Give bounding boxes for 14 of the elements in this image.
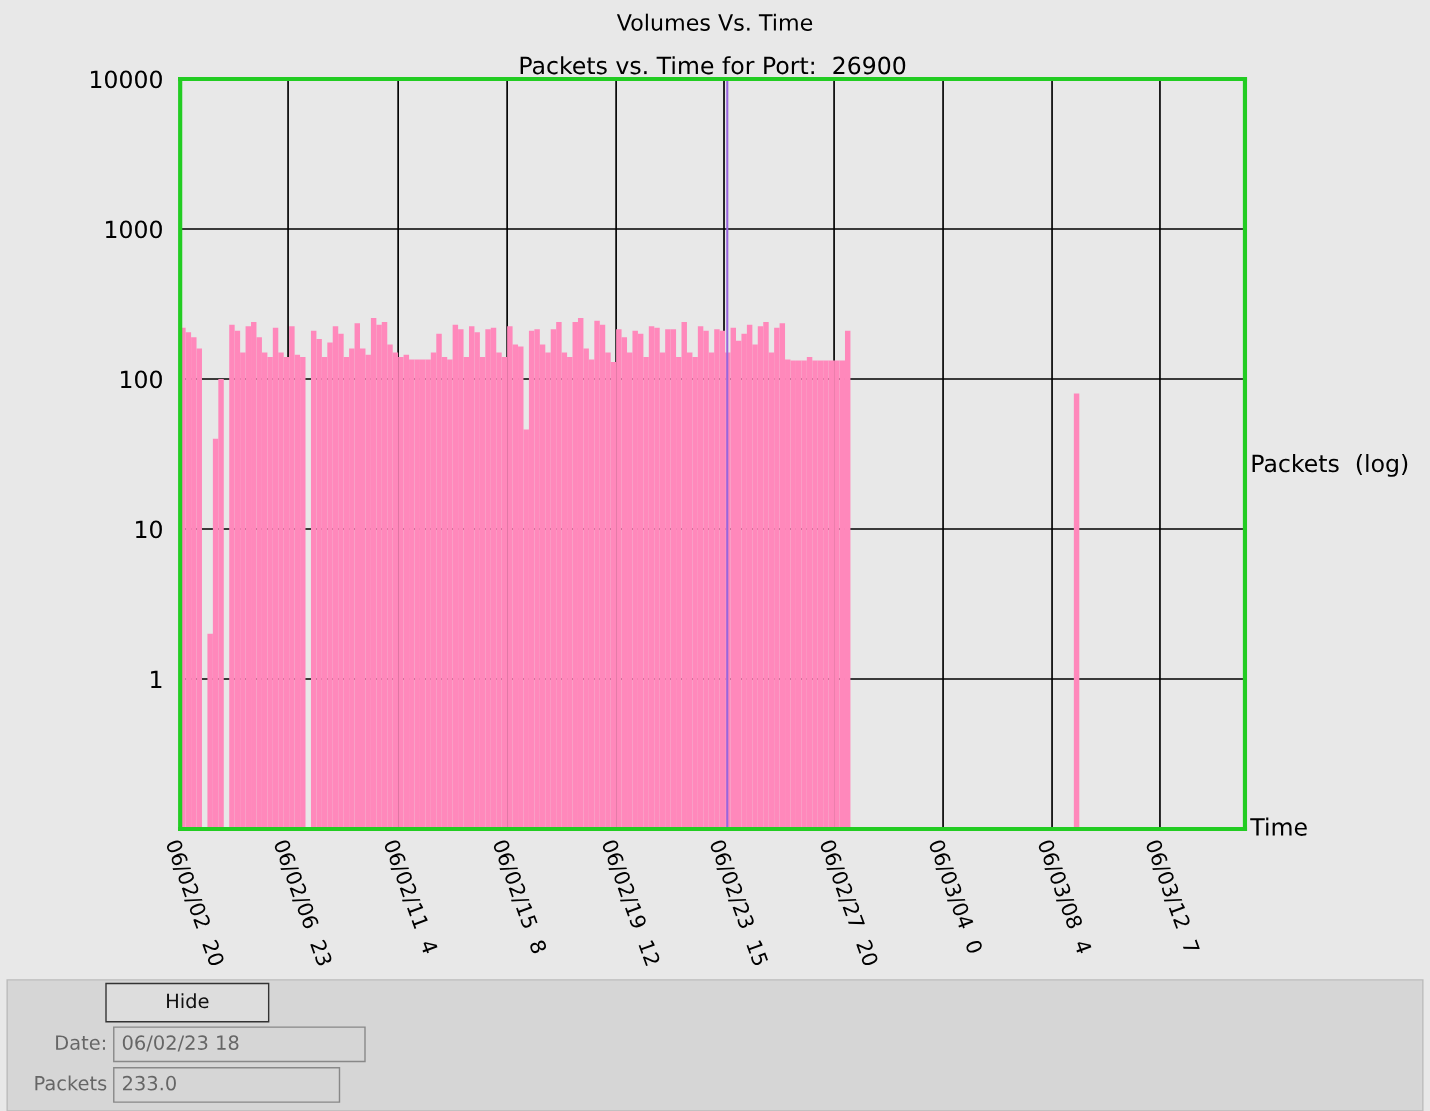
y-tick-label: 10000 bbox=[90, 70, 162, 89]
text: 06/02/23 18 bbox=[122, 1035, 239, 1052]
y-tick-label: 100 bbox=[121, 370, 162, 389]
y-tick-label: 1000 bbox=[106, 220, 162, 239]
text: Packets bbox=[35, 1075, 107, 1091]
y-axis-title: Packets (log) bbox=[1252, 454, 1408, 477]
y-tick-label: 10 bbox=[136, 520, 162, 539]
x-axis-title: Time bbox=[1250, 817, 1307, 836]
text: Date: bbox=[56, 1035, 105, 1050]
text: Hide bbox=[167, 993, 209, 1009]
chart-title: Volumes Vs. Time bbox=[616, 13, 813, 31]
y-tick-label: 1 bbox=[151, 670, 162, 688]
text: 233.0 bbox=[122, 1075, 176, 1091]
chart-subtitle: Packets vs. Time for Port: 26900 bbox=[520, 56, 906, 75]
